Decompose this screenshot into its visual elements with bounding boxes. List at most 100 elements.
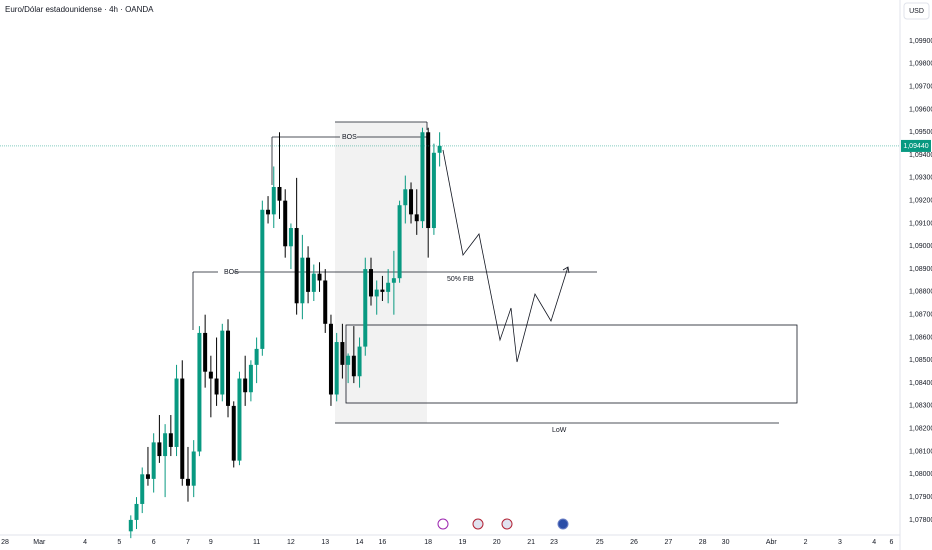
- y-tick-label: 1,09500: [909, 129, 932, 136]
- event-icon[interactable]: [501, 518, 513, 530]
- candle-body: [134, 503, 139, 520]
- candle-body: [254, 348, 259, 365]
- y-tick-label: 1,08400: [909, 380, 932, 387]
- candle-body: [311, 273, 316, 292]
- events: [437, 518, 569, 530]
- candle-body: [151, 442, 156, 479]
- candle-body: [157, 442, 162, 457]
- candle-body: [128, 519, 133, 532]
- candle-body: [357, 346, 362, 377]
- last-price-box: [901, 139, 931, 152]
- arrow-head: [562, 266, 570, 274]
- candle-body: [323, 280, 328, 324]
- currency-button[interactable]: [903, 2, 930, 20]
- candle-body: [363, 269, 368, 347]
- annotation: LoW: [552, 427, 567, 434]
- candle-body: [277, 186, 282, 201]
- shaded-range: [335, 122, 427, 423]
- candle-body: [374, 289, 379, 297]
- candle-body: [163, 433, 168, 457]
- candle-body: [334, 342, 339, 395]
- y-tick-label: 1,07800: [909, 517, 932, 524]
- projection: [442, 149, 569, 363]
- y-tick-label: 1,09200: [909, 198, 932, 205]
- candle-body: [191, 451, 196, 486]
- candle-body: [140, 474, 145, 504]
- candle-body: [437, 145, 442, 153]
- event-icon[interactable]: [472, 518, 484, 530]
- drawings: [192, 121, 798, 424]
- event-icon[interactable]: [437, 518, 449, 530]
- candle-body: [380, 289, 385, 292]
- x-tick-label: 4: [83, 539, 87, 546]
- candle-body: [168, 433, 173, 447]
- x-tick-label: 12: [287, 539, 295, 546]
- y-tick-label: 1,08000: [909, 471, 932, 478]
- candle-body: [426, 132, 431, 229]
- y-tick-label: 1,08500: [909, 357, 932, 364]
- y-tick-label: 1,09600: [909, 106, 932, 113]
- candle-body: [403, 189, 408, 206]
- candle-body: [197, 332, 202, 452]
- annotation: 50% FIB: [447, 276, 474, 283]
- candle-body: [145, 474, 150, 479]
- x-tick-label: 6: [889, 539, 893, 546]
- y-tick-label: 1,08700: [909, 312, 932, 319]
- y-tick-label: 1,07900: [909, 494, 932, 501]
- x-tick-label: 26: [630, 539, 638, 546]
- candle-body: [368, 269, 373, 297]
- x-tick-label: 23: [550, 539, 558, 546]
- y-tick-label: 1,08100: [909, 448, 932, 455]
- y-tick-label: 1,09700: [909, 83, 932, 90]
- candle-body: [226, 330, 231, 406]
- y-tick-label: 1,09000: [909, 243, 932, 250]
- x-tick-label: Abr: [766, 539, 778, 546]
- candle-body: [243, 378, 248, 393]
- x-tick-label: 6: [152, 539, 156, 546]
- y-tick-label: 1,08600: [909, 334, 932, 341]
- candle-body: [420, 132, 425, 222]
- x-tick-label: 27: [664, 539, 672, 546]
- candle-body: [397, 205, 402, 279]
- x-tick-label: 11: [253, 539, 260, 546]
- x-tick-label: 18: [424, 539, 432, 546]
- x-tick-label: 25: [596, 539, 604, 546]
- candle-body: [237, 378, 242, 461]
- annotation: BOS: [342, 134, 357, 141]
- x-tick-label: 2: [804, 539, 808, 546]
- event-icon[interactable]: [557, 518, 569, 530]
- x-tick-label: 20: [493, 539, 501, 546]
- x-tick-label: 13: [321, 539, 329, 546]
- candle-body: [248, 364, 253, 393]
- candle-body: [431, 152, 436, 229]
- x-tick-label: 7: [186, 539, 190, 546]
- candle-body: [203, 332, 208, 372]
- candle-body: [208, 371, 213, 379]
- x-tick-label: Mar: [33, 539, 46, 546]
- candle-body: [174, 378, 179, 447]
- y-tick-label: 1,08300: [909, 403, 932, 410]
- x-tick-label: 28: [699, 539, 707, 546]
- candle-body: [346, 355, 351, 365]
- candle-body: [306, 257, 311, 292]
- x-tick-label: 16: [379, 539, 387, 546]
- zone-box: [345, 324, 798, 404]
- chart-title: Euro/Dólar estadounidense · 4h · OANDA: [5, 5, 154, 14]
- currency[interactable]: USD: [909, 8, 924, 15]
- x-tick-label: 30: [722, 539, 730, 546]
- x-tick-label: 9: [209, 539, 213, 546]
- candle-body: [409, 189, 414, 215]
- annotation: BOS: [224, 269, 239, 276]
- y-tick-label: 1,09800: [909, 61, 932, 68]
- y-tick-label: 1,09900: [909, 38, 932, 45]
- candle-body: [260, 209, 265, 349]
- candle-body: [271, 186, 276, 215]
- candle-body: [328, 323, 333, 395]
- x-tick-label: 21: [527, 539, 535, 546]
- y-tick-label: 1,09300: [909, 175, 932, 182]
- candle-body: [351, 355, 356, 377]
- candle-body: [294, 228, 299, 304]
- y-tick-label: 1,09100: [909, 220, 932, 227]
- candle-body: [386, 282, 391, 292]
